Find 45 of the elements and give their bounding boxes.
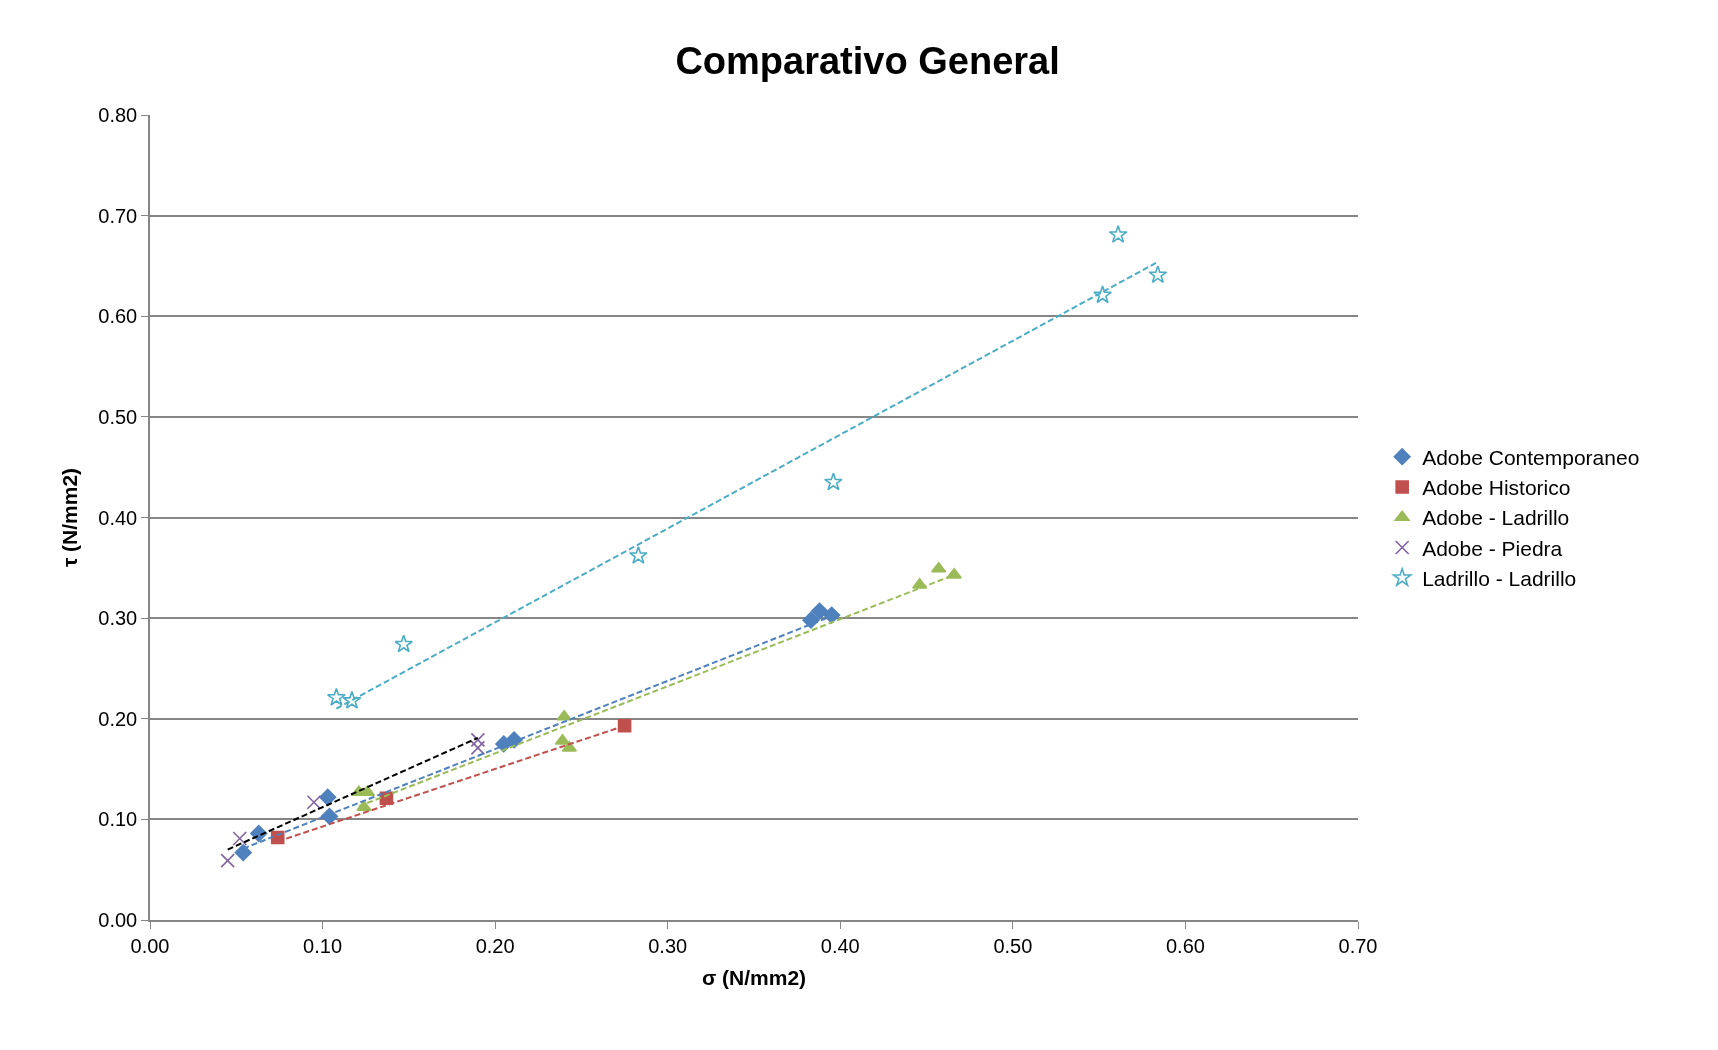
y-axis-title: τ (N/mm2) [57, 467, 81, 568]
point [470, 740, 486, 756]
x-tick-label: 0.50 [993, 934, 1033, 957]
point [306, 794, 322, 810]
y-tick-label: 0.70 [98, 204, 138, 227]
legend-label: Ladrillo - Ladrillo [1422, 567, 1577, 591]
y-tick-label: 0.30 [98, 607, 138, 630]
point [326, 687, 346, 706]
point [823, 606, 841, 624]
x-axis-title: σ (N/mm2) [701, 966, 807, 990]
y-tick-label: 0.20 [98, 707, 138, 730]
x-tick-label: 0.60 [1165, 934, 1205, 957]
point [232, 831, 248, 846]
point [1108, 224, 1128, 243]
point [1148, 265, 1168, 284]
x-tick-label: 0.00 [130, 934, 170, 957]
legend-label: Adobe - Ladrillo [1422, 506, 1570, 530]
y-tick-label: 0.80 [98, 104, 138, 126]
y-tick-label: 0.50 [98, 405, 138, 428]
y-tick-label: 0.00 [98, 909, 138, 931]
point [234, 843, 252, 862]
point [342, 690, 362, 709]
point [220, 853, 235, 868]
point [470, 732, 486, 748]
y-tick-label: 0.60 [98, 305, 138, 328]
point [617, 718, 632, 733]
point [823, 472, 843, 491]
point [319, 788, 337, 806]
point [394, 634, 414, 653]
point [556, 709, 572, 721]
point [320, 807, 339, 825]
x-tick-label: 0.40 [820, 934, 860, 957]
x-tick-label: 0.30 [648, 934, 688, 957]
legend-label: Adobe Contemporaneo [1422, 445, 1640, 469]
x-tick-label: 0.70 [1338, 934, 1378, 957]
x-tick-label: 0.20 [475, 934, 515, 957]
point [1093, 285, 1113, 304]
legend-label: Adobe - Piedra [1422, 536, 1563, 560]
y-tick-label: 0.40 [98, 506, 138, 529]
legend-label: Adobe Historico [1422, 476, 1571, 500]
y-tick-label: 0.10 [98, 808, 138, 831]
point [810, 602, 829, 620]
x-tick-label: 0.10 [303, 934, 343, 957]
chart-title: Comparativo General [675, 39, 1060, 82]
point [628, 545, 648, 564]
